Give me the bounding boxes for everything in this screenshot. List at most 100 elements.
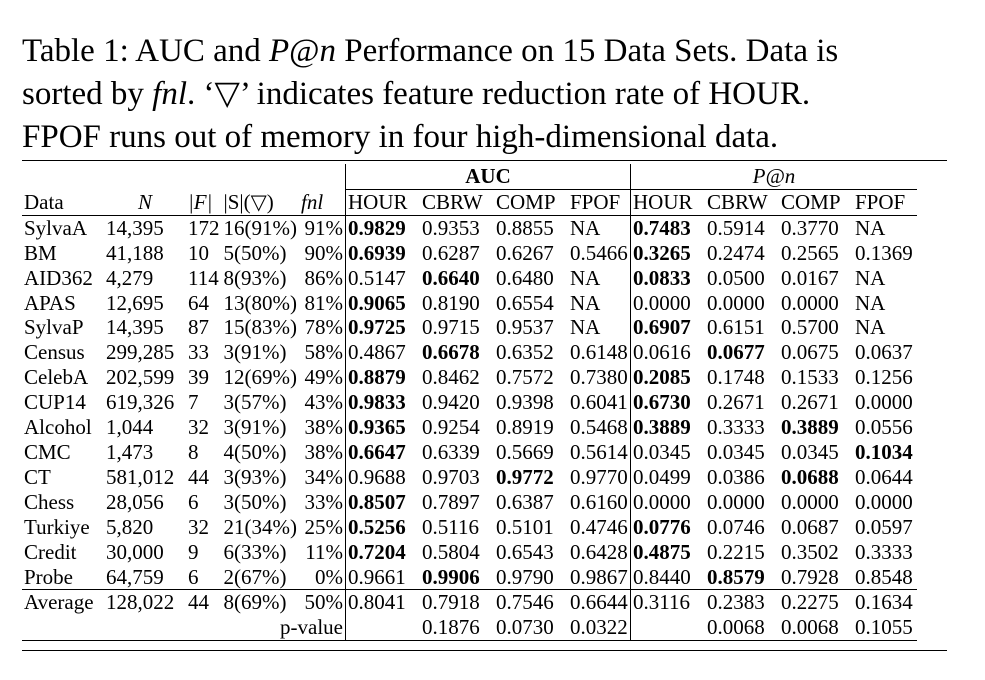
column-header-row: Data N |F| |S|(▽) fnl HOUR CBRW COMP FPOF HOUR CBR… [22,189,917,216]
table-cell: 0.0167 [780,265,839,290]
table-cell: 33% [304,489,343,514]
table-cell: 0.7928 [780,564,839,589]
table-cell: 0.5804 [421,539,480,564]
table-cell: 0.6543 [495,539,554,564]
table-cell: NA [854,265,886,290]
table-cell: 0.2215 [706,539,765,564]
pvalue-label: p-value [22,615,346,642]
table-cell: 0.9725 [344,315,420,341]
column-header: COMP [495,189,556,214]
table-cell: 0.0597 [854,514,913,539]
table-cell: 0.8579 [706,564,765,589]
table-cell: 0.3770 [778,214,853,241]
table-cell: 0.6907 [629,315,705,341]
table-cell: 0.8879 [344,365,420,391]
table-cell: 0.0322 [567,615,631,642]
table-cell: 38% [304,415,343,440]
table-cell: 0.0687 [780,514,839,539]
table-cell: 10 [188,240,209,265]
table-cell: 0.0345 [706,439,765,464]
table-cell: 0.0345 [629,439,705,465]
table-cell: 0.5101 [495,514,554,539]
table-cell: 0.0000 [780,290,839,315]
table-cell: 86% [304,265,343,290]
table-cell: 25% [304,514,343,539]
table-cell: 0.8919 [495,415,554,440]
table-cell: 87 [188,315,209,340]
table-cell: 0.6647 [344,439,420,465]
table-cell: 34% [304,464,343,489]
column-header: Data [24,189,64,214]
table-cell: 49% [304,365,343,390]
table-cell: 0.8507 [344,489,420,515]
table-cell: SylvaP [24,315,84,340]
column-header: HOUR [629,189,705,216]
table-cell: 0.9790 [495,564,554,589]
table-cell: 0.6428 [569,539,628,564]
table-cell: 0.0688 [780,464,839,489]
column-header: |S|(▽) [223,189,274,214]
caption-line-3: FPOF runs out of memory in four high-dim… [22,119,779,155]
table-cell: 202,599 [106,365,175,390]
table-cell: 5,820 [106,514,154,539]
table-cell: Turkiye [24,514,90,539]
table-cell: 0.0000 [629,489,705,515]
table-cell: 0.9715 [421,315,480,340]
table-cell: 0.2275 [778,589,853,616]
table-cell: 0.3116 [629,589,705,616]
table-cell: 0.7546 [493,589,568,616]
group-pn: P@n [629,164,917,190]
table-cell: 58% [304,340,343,365]
table-cell: 0.6160 [569,489,628,514]
table-cell: 7 [188,390,199,415]
table-cell: 32 [188,514,209,539]
table-row: Alcohol 1,044 32 3(91%) 38% 0.9365 0.9254 0.891… [22,415,917,440]
table-cell: 0.9537 [495,315,554,340]
table-cell: 0.3265 [629,240,705,266]
table-cell: 0.9365 [344,415,420,440]
table-cell: 114 [188,265,219,290]
table-cell: 0.0500 [706,265,765,290]
table-row: Credit 30,000 9 6(33%) 11% 0.7204 0.5804 0.6543… [22,539,917,565]
table-cell: 0.7204 [344,539,420,565]
table-cell: 0.0776 [629,514,705,540]
table-cell: 43% [304,390,343,415]
table-cell: 0.1369 [854,240,913,265]
table-row: CUP14 619,326 7 3(57%) 43% 0.9833 0.9420 0.9398… [22,390,917,416]
caption-line-1: Table 1: AUC and P@n Performance on 15 D… [22,33,839,69]
column-header: fnl [300,189,324,214]
table-cell: 0.5116 [421,514,479,539]
table-cell: NA [854,315,886,340]
table-cell: 4,279 [106,265,154,290]
table-cell: 0.0386 [706,464,765,489]
table-cell: 0.2085 [629,365,705,391]
table-cell: 0.8855 [493,214,568,241]
table-cell: 0.7572 [495,365,554,390]
table-cell: 0.9703 [421,464,480,489]
table-cell: 0.5914 [704,214,779,241]
table-row: BM 41,188 10 5(50%) 90% 0.6939 0.6287 0.6267 0.5… [22,240,917,266]
table-cell: 0.6287 [421,240,480,265]
results-table: AUC P@n Data N |F| |S|(▽) fnl HOUR CBRW COMP FPOF H… [22,164,917,642]
table-cell: 0.0000 [780,489,839,514]
table-cell: 0.0000 [706,290,765,315]
table-cell: 0.6939 [344,240,420,266]
table-cell: 0.9906 [421,564,480,589]
table-cell: 14,395 [104,214,186,241]
table-cell: NA [569,315,601,340]
table-cell: 0.0000 [854,390,913,415]
table-cell: 2(67%) [223,564,287,589]
table-cell: 0.8190 [421,290,480,315]
table-cell: 0.3889 [629,415,705,440]
table-row: Probe 64,759 6 2(67%) 0% 0.9661 0.9906 0.9790 0.… [22,564,917,590]
table-cell: 0.4867 [344,340,420,366]
table-cell: 0.6339 [421,439,480,464]
table-cell: 15(83%) [223,315,297,340]
table-cell: 0.6041 [569,390,628,415]
table-cell: 128,022 [104,589,186,616]
table-cell: 0.0556 [854,415,913,440]
table-cell: 0.6644 [567,589,631,616]
table-cell: 0.6387 [495,489,554,514]
table-cell: 0.2671 [780,390,839,415]
table-cell: NA [569,290,601,315]
